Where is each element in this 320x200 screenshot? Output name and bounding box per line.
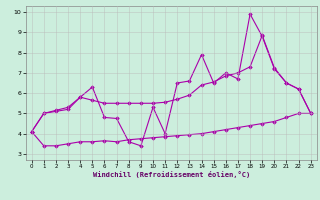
X-axis label: Windchill (Refroidissement éolien,°C): Windchill (Refroidissement éolien,°C) <box>92 171 250 178</box>
